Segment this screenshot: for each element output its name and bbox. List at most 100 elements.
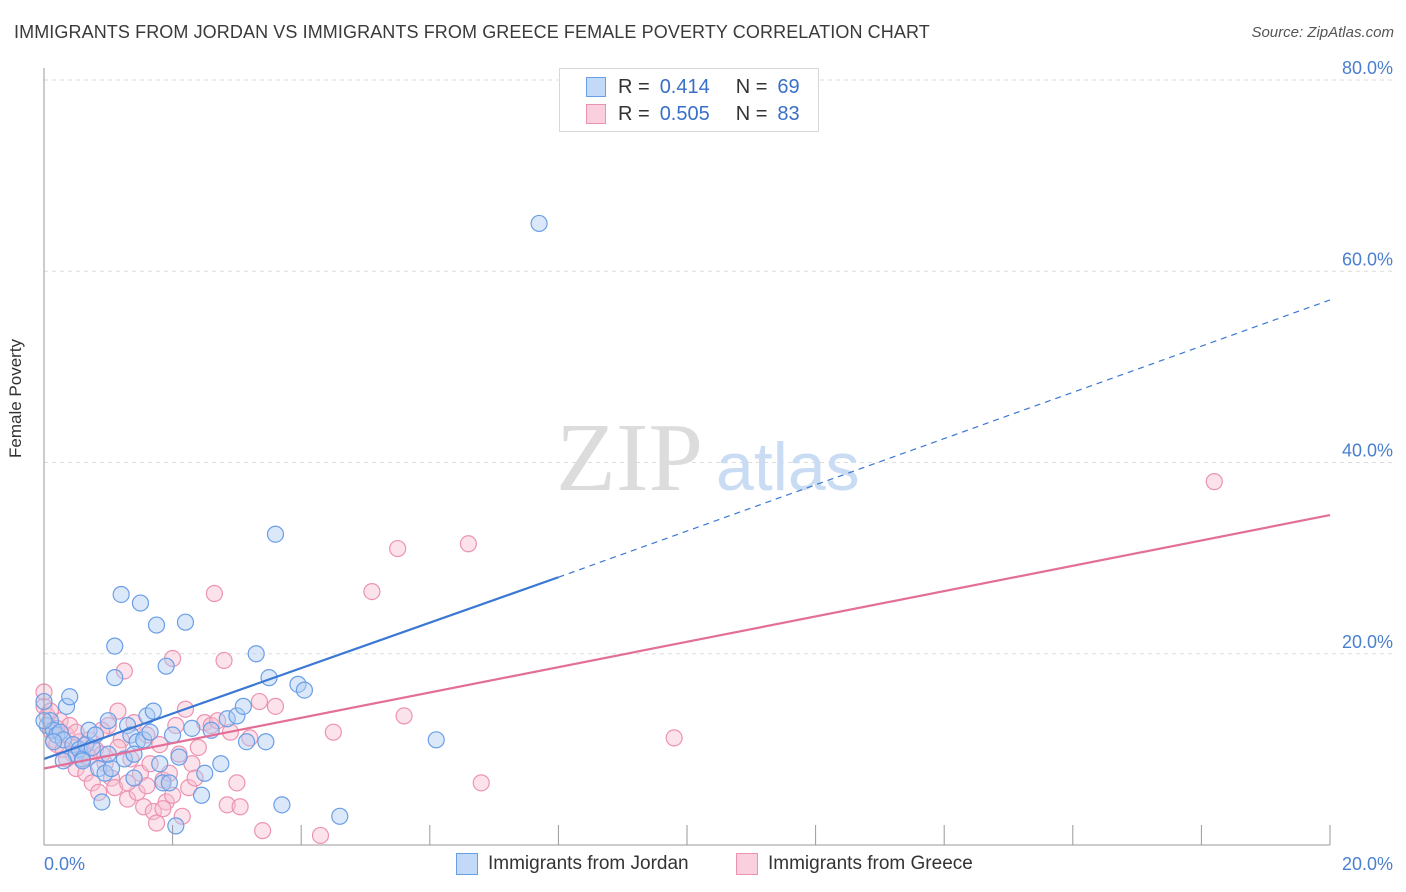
jordan-point xyxy=(164,726,182,744)
jordan-point xyxy=(131,594,150,612)
jordan-point xyxy=(237,733,256,751)
jordan-point xyxy=(167,817,185,835)
jordan-point xyxy=(106,637,124,655)
jordan-point xyxy=(183,719,201,737)
greece-point xyxy=(254,822,272,840)
greece-point xyxy=(218,796,236,814)
legend-r-value: 0.505 xyxy=(659,102,710,125)
legend-n-value: 83 xyxy=(777,102,800,125)
jordan-point xyxy=(122,726,140,744)
legend-swatch-jordan xyxy=(586,77,606,97)
jordan-trend-line xyxy=(43,576,559,760)
jordan-point xyxy=(112,585,130,604)
watermark-zip: ZIP xyxy=(556,404,703,512)
greece-point xyxy=(389,539,407,558)
jordan-point xyxy=(141,723,159,741)
greece-point xyxy=(311,826,330,845)
jordan-point xyxy=(212,755,230,773)
jordan-point xyxy=(154,774,172,792)
jordan-point xyxy=(289,675,307,693)
bottom-legend-swatch-greece xyxy=(736,853,758,875)
gridlines xyxy=(44,79,1392,655)
greece-point xyxy=(186,769,204,787)
greece-point xyxy=(189,738,207,757)
greece-point xyxy=(472,774,490,792)
y-tick-label: 60.0% xyxy=(1342,249,1393,269)
jordan-point xyxy=(234,697,252,715)
jordan-point xyxy=(147,616,166,634)
greece-point xyxy=(135,798,153,816)
jordan-point xyxy=(41,712,60,730)
greece-point xyxy=(173,807,191,825)
greece-point xyxy=(106,779,124,797)
jordan-point xyxy=(125,769,143,787)
jordan-point xyxy=(228,707,246,725)
jordan-point xyxy=(106,669,124,687)
greece-point xyxy=(38,707,56,725)
x-tick-label: 20.0% xyxy=(1342,854,1393,874)
legend-swatch-greece xyxy=(586,104,606,124)
greece-point xyxy=(459,535,477,553)
greece-point xyxy=(115,662,133,680)
greece-point xyxy=(324,723,342,741)
greece-point xyxy=(180,779,198,797)
legend-row-jordan: R = 0.414 N = 69 xyxy=(586,74,800,100)
legend-r-label: R = xyxy=(618,102,650,125)
legend-n-label: N = xyxy=(735,102,768,125)
tick-labels: 20.0% 40.0% 60.0% 80.0% 0.0% 20.0% xyxy=(44,58,1393,874)
greece-point xyxy=(665,729,683,747)
jordan-point xyxy=(196,764,214,782)
jordan-point xyxy=(176,613,195,631)
greece-point xyxy=(250,692,269,711)
greece-point xyxy=(147,814,166,832)
jordan-point xyxy=(115,750,133,768)
jordan-point xyxy=(170,748,188,766)
bottom-legend-greece[interactable]: Immigrants from Greece xyxy=(736,852,973,876)
legend-n-value: 69 xyxy=(777,75,800,98)
greece-point xyxy=(231,798,249,816)
jordan-point xyxy=(530,214,548,233)
jordan-point xyxy=(93,793,111,811)
jordan-point xyxy=(331,807,349,825)
jordan-point xyxy=(102,759,121,778)
y-tick-label: 20.0% xyxy=(1342,632,1393,652)
axes xyxy=(43,68,1331,846)
greece-point xyxy=(228,774,246,792)
jordan-point xyxy=(45,733,63,751)
greece-point xyxy=(154,800,172,818)
legend-r-label: R = xyxy=(618,75,650,98)
y-tick-label: 40.0% xyxy=(1342,441,1393,461)
legend-n-label: N = xyxy=(735,75,768,98)
watermark-atlas: atlas xyxy=(716,429,860,505)
greece-point xyxy=(395,707,413,725)
greece-point xyxy=(205,584,223,603)
jordan-trend-extension xyxy=(558,299,1331,578)
greece-point xyxy=(266,697,285,715)
source-credit: Source: ZipAtlas.com xyxy=(1251,24,1394,41)
greece-point xyxy=(1205,473,1223,491)
jordan-point xyxy=(273,796,291,814)
jordan-point xyxy=(266,525,285,543)
greece-point xyxy=(83,774,101,792)
jordan-point xyxy=(144,702,162,720)
jordan-point xyxy=(99,712,117,730)
correlation-legend: R = 0.414 N = 69 R = 0.505 N = 83 xyxy=(559,68,819,132)
greece-point xyxy=(215,651,233,670)
jordan-point xyxy=(295,681,314,699)
greece-trend-line xyxy=(43,514,1331,770)
jordan-point xyxy=(151,755,169,773)
jordan-point xyxy=(57,697,76,715)
greece-point xyxy=(61,716,79,735)
jordan-point xyxy=(247,645,265,663)
bottom-legend-jordan[interactable]: Immigrants from Jordan xyxy=(456,852,689,876)
chart-title: IMMIGRANTS FROM JORDAN VS IMMIGRANTS FRO… xyxy=(14,22,930,42)
greece-point xyxy=(90,783,108,802)
bottom-legend-label-greece: Immigrants from Greece xyxy=(768,853,973,874)
x-tick-label: 0.0% xyxy=(44,854,85,874)
greece-point xyxy=(363,582,381,601)
jordan-point xyxy=(218,710,236,728)
y-axis-label: Female Poverty xyxy=(6,338,25,458)
watermark: ZIP atlas xyxy=(556,404,860,512)
legend-row-greece: R = 0.505 N = 83 xyxy=(586,101,800,127)
